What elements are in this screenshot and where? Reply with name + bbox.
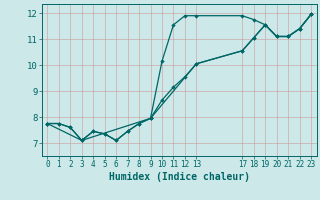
X-axis label: Humidex (Indice chaleur): Humidex (Indice chaleur): [109, 172, 250, 182]
